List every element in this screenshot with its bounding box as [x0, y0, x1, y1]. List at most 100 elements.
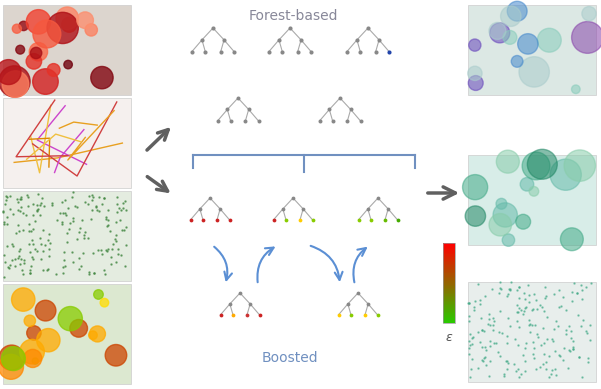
Circle shape — [469, 39, 481, 51]
Bar — [443, 312, 455, 314]
Circle shape — [537, 28, 561, 52]
Bar — [443, 243, 455, 323]
Circle shape — [489, 23, 506, 39]
Bar — [443, 296, 455, 298]
Circle shape — [2, 71, 29, 97]
Bar — [443, 252, 455, 254]
Bar — [443, 246, 455, 248]
Text: ε: ε — [445, 331, 453, 344]
Bar — [443, 264, 455, 265]
Circle shape — [70, 319, 88, 337]
Bar — [443, 310, 455, 312]
Bar — [443, 261, 455, 262]
Bar — [443, 289, 455, 291]
Circle shape — [20, 339, 44, 364]
Circle shape — [529, 186, 538, 196]
Bar — [443, 304, 455, 305]
Bar — [443, 320, 455, 321]
Circle shape — [58, 307, 82, 331]
Circle shape — [89, 331, 97, 340]
Bar — [443, 259, 455, 261]
Bar — [443, 299, 455, 301]
Bar — [443, 268, 455, 270]
Circle shape — [47, 63, 60, 76]
Circle shape — [572, 85, 580, 94]
Circle shape — [33, 20, 61, 48]
Circle shape — [502, 234, 514, 246]
Circle shape — [0, 354, 23, 379]
Bar — [443, 302, 455, 304]
Circle shape — [519, 57, 549, 87]
Bar — [3, 191, 131, 281]
Circle shape — [496, 198, 507, 209]
Circle shape — [501, 6, 521, 26]
Bar — [443, 245, 455, 246]
Bar — [443, 265, 455, 267]
Circle shape — [468, 66, 482, 81]
Circle shape — [520, 177, 534, 191]
Bar — [443, 273, 455, 275]
Circle shape — [550, 159, 581, 190]
Circle shape — [560, 228, 584, 251]
Circle shape — [12, 24, 22, 33]
Bar — [443, 256, 455, 258]
Bar — [443, 301, 455, 302]
Circle shape — [0, 60, 21, 84]
Bar — [443, 258, 455, 259]
Circle shape — [511, 56, 523, 67]
Bar — [468, 5, 596, 95]
Bar — [443, 267, 455, 268]
Circle shape — [62, 17, 77, 32]
Bar — [443, 315, 455, 317]
Bar — [443, 251, 455, 252]
Circle shape — [105, 345, 127, 366]
Circle shape — [490, 23, 510, 43]
Circle shape — [0, 345, 24, 370]
Circle shape — [507, 1, 527, 21]
Bar — [443, 278, 455, 280]
Bar — [443, 262, 455, 264]
Bar — [443, 285, 455, 286]
Circle shape — [47, 12, 78, 44]
Circle shape — [19, 21, 28, 31]
Circle shape — [11, 288, 35, 311]
Bar — [3, 284, 131, 384]
Bar — [443, 314, 455, 315]
Bar — [443, 318, 455, 320]
Text: Boosted: Boosted — [261, 351, 319, 365]
Circle shape — [503, 30, 517, 44]
Circle shape — [465, 206, 486, 226]
Bar — [443, 305, 455, 307]
Circle shape — [77, 12, 93, 28]
Circle shape — [94, 290, 103, 299]
Circle shape — [572, 21, 601, 53]
Bar — [443, 254, 455, 256]
Circle shape — [463, 175, 487, 200]
Bar — [443, 307, 455, 308]
Circle shape — [56, 7, 79, 30]
Circle shape — [85, 24, 97, 36]
Bar — [443, 270, 455, 272]
Circle shape — [91, 67, 113, 89]
Bar — [443, 293, 455, 294]
Circle shape — [564, 150, 596, 181]
Circle shape — [527, 149, 557, 179]
Circle shape — [100, 298, 109, 307]
Circle shape — [64, 60, 72, 69]
Bar — [443, 275, 455, 277]
Bar — [443, 286, 455, 288]
Text: Forest-based: Forest-based — [248, 9, 338, 23]
Circle shape — [32, 69, 58, 95]
Circle shape — [0, 66, 30, 97]
Bar — [443, 298, 455, 299]
Circle shape — [26, 10, 50, 34]
Bar — [443, 288, 455, 289]
Circle shape — [493, 203, 517, 227]
Bar — [443, 317, 455, 318]
Bar — [3, 5, 131, 95]
Bar — [3, 98, 131, 188]
Bar — [443, 280, 455, 281]
Bar — [443, 281, 455, 283]
Circle shape — [582, 7, 596, 21]
Bar — [443, 291, 455, 293]
